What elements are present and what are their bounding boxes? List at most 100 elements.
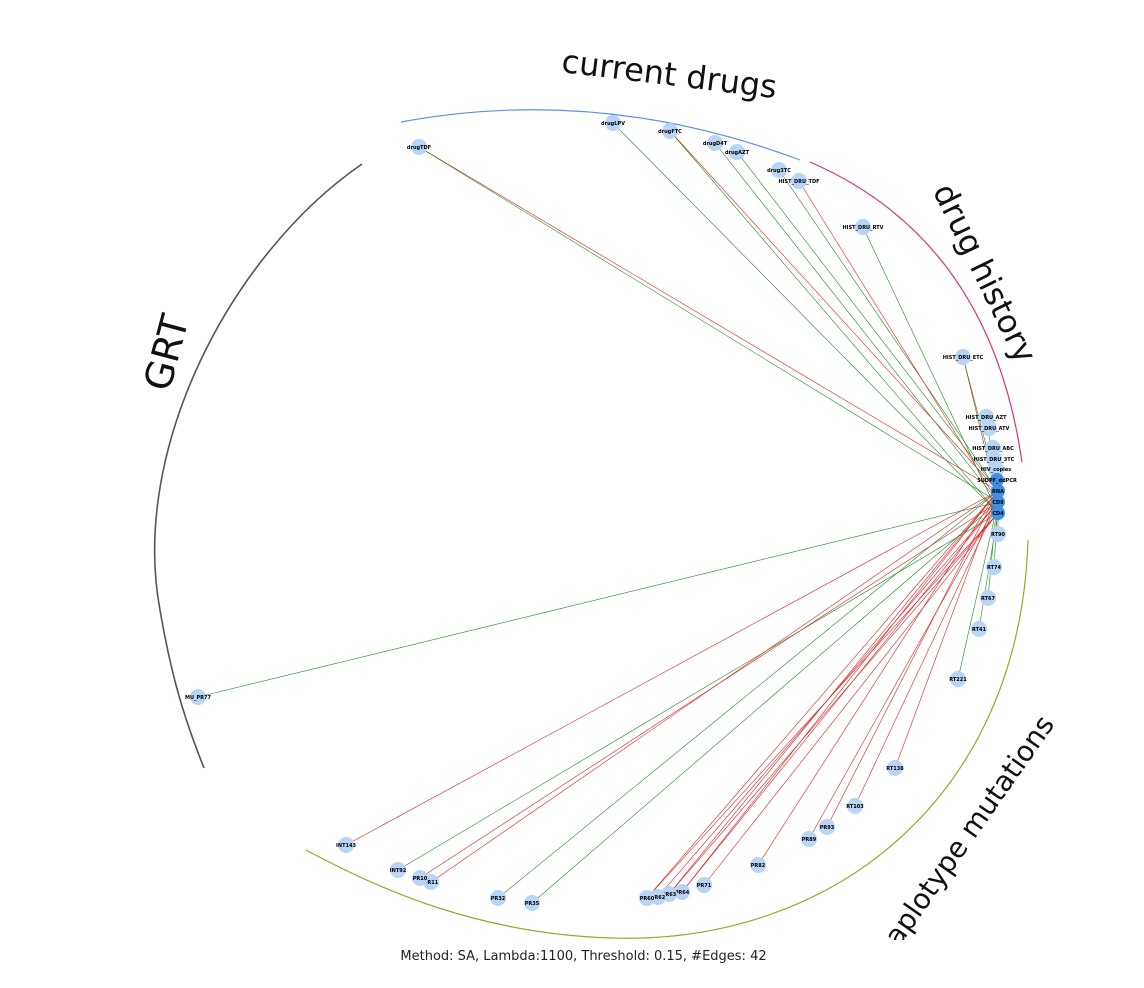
arc-grt: [153, 163, 363, 769]
node-circle: [855, 219, 871, 235]
node-circle: [771, 162, 787, 178]
node-label: RT74: [987, 565, 1002, 571]
node-label: SUDPF_ddPCR: [977, 478, 1017, 484]
edge-PR64-CD8: [681, 501, 999, 893]
node-HIST_DRU_ETC: HIST_DRU_ETC: [943, 349, 984, 365]
node-label: RT138: [886, 766, 904, 772]
edge-PR89-CD8: [808, 501, 999, 840]
node-drugLPV: drugLPV: [601, 115, 625, 131]
edge-PR71-CD4: [703, 512, 999, 886]
node-circle: [955, 349, 971, 365]
group-label-grt: GRT: [135, 309, 197, 395]
node-circle: [696, 877, 712, 893]
node-label: MU_PR77: [185, 695, 212, 701]
group-label-drug-history: drug history: [925, 178, 1044, 369]
node-label: HIST_DRU_TDF: [778, 179, 819, 185]
edge-drugLPV-CD4: [612, 122, 999, 514]
node-label: PR93: [820, 825, 835, 831]
node-drugD4T: drugD4T: [703, 135, 728, 151]
node-circle: [674, 884, 690, 900]
node-label: PR32: [491, 896, 506, 902]
arc-drug-history: [809, 161, 1023, 463]
node-INT143: INT143: [336, 837, 356, 853]
node-HIST_DRU_ATV: HIST_DRU_ATV: [969, 420, 1010, 436]
node-label: drugFTC: [658, 129, 682, 135]
group-label-haplotype: haplotype mutations: [867, 709, 1061, 940]
node-label: PR71: [697, 883, 712, 889]
node-circle: [791, 173, 807, 189]
node-drugFTC: drugFTC: [658, 123, 682, 139]
group-arcs: [153, 109, 1029, 939]
edge-PR64-RNA: [681, 490, 999, 893]
node-PR35: PR35: [524, 895, 540, 911]
node-circle: [991, 495, 1005, 509]
node-label: HIST_DRU_3TC: [974, 457, 1015, 463]
node-circle: [729, 144, 745, 160]
node-drugTDF: drugTDF: [407, 139, 431, 155]
node-circle: [490, 890, 506, 906]
node-label: RT67: [981, 596, 996, 602]
node-label: INT92: [390, 868, 407, 874]
edge-HIST_DRU_RTV-CD4: [862, 226, 999, 514]
node-label: PR10: [413, 876, 428, 882]
node-circle: [707, 135, 723, 151]
node-PR32: PR32: [490, 890, 506, 906]
node-circle: [981, 420, 997, 436]
node-circle: [971, 621, 987, 637]
edge-drugFTC-CD4: [669, 130, 999, 514]
node-circle: [980, 590, 996, 606]
node-INT92: INT92: [390, 862, 407, 878]
edge-MU_PR77-CD8: [197, 501, 999, 698]
edge-RT221-CD8: [957, 501, 999, 680]
node-circle: [991, 484, 1005, 498]
node-circle: [847, 798, 863, 814]
node-HIST_DRU_RTV: HIST_DRU_RTV: [842, 219, 884, 235]
node-PR71: PR71: [696, 877, 712, 893]
node-label: PR62: [651, 895, 666, 901]
edge-PR60-CD4: [646, 512, 999, 899]
node-circle: [950, 671, 966, 687]
edge-INT92-CD4: [397, 512, 999, 871]
edge-PR35-CD8: [531, 501, 999, 904]
node-label: PR89: [802, 837, 817, 843]
node-label: RT41: [972, 627, 987, 633]
node-RT41: RT41: [971, 621, 987, 637]
node-PR10: PR10: [412, 870, 428, 886]
node-label: PR64: [675, 890, 690, 896]
arc-haplotype: [305, 539, 1029, 939]
edge-drugFTC-RNA: [669, 130, 999, 492]
node-circle: [988, 461, 1004, 477]
node-label: PR11: [424, 880, 439, 886]
edge-drug3TC-RNA: [778, 169, 999, 492]
node-label: RNA: [992, 489, 1004, 495]
node-circle: [990, 526, 1006, 542]
node-label: RT90: [991, 532, 1006, 538]
node-label: HIST_DRU_AZT: [965, 415, 1007, 421]
node-label: drugLPV: [601, 121, 625, 127]
node-SUDPF_ddPCR: SUDPF_ddPCR: [977, 473, 1017, 487]
edge-PR32-RNA: [497, 490, 999, 899]
node-circle: [639, 890, 655, 906]
node-label: CD4: [992, 511, 1004, 517]
node-circle: [819, 819, 835, 835]
node-RNA: RNA: [991, 484, 1005, 498]
node-RT74: RT74: [986, 559, 1002, 575]
node-RT90: RT90: [990, 526, 1006, 542]
node-circle: [887, 760, 903, 776]
method-caption: Method: SA, Lambda:1100, Threshold: 0.15…: [400, 949, 767, 964]
node-label: HIST_DRU_ATV: [969, 426, 1010, 432]
node-HIST_DRU_TDF: HIST_DRU_TDF: [778, 173, 820, 189]
node-label: HIST_DRU_ABC: [972, 446, 1014, 452]
node-circle: [750, 857, 766, 873]
node-circle: [605, 115, 621, 131]
node-PR93: PR93: [819, 819, 835, 835]
node-CD8: CD8: [991, 495, 1005, 509]
node-circle: [411, 139, 427, 155]
node-label: drugTDF: [407, 145, 431, 151]
node-label: PR35: [525, 901, 540, 907]
node-label: PR82: [751, 863, 766, 869]
node-circle: [338, 837, 354, 853]
node-RT103: RT103: [846, 798, 864, 814]
node-label: HIST_DRU_RTV: [842, 225, 883, 231]
node-label: HIV_copies: [981, 467, 1011, 473]
